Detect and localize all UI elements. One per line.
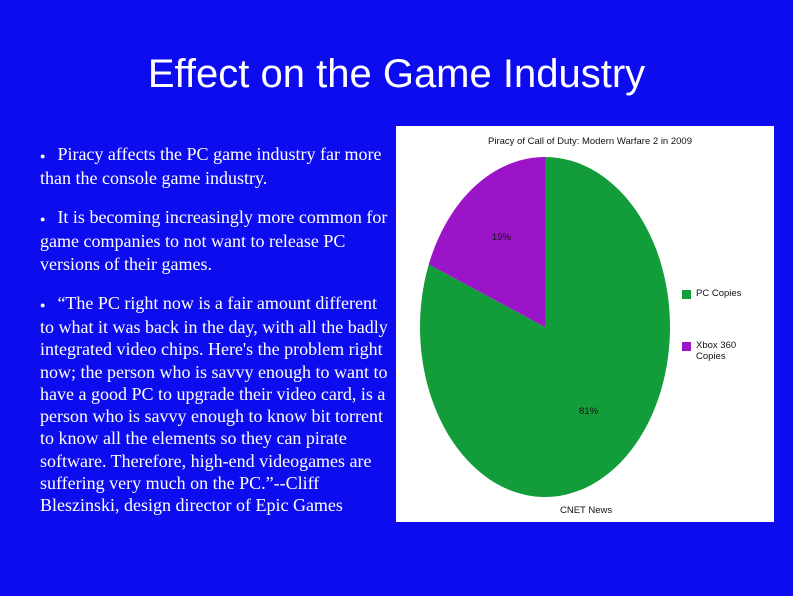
bullet: Piracy affects the PC game industry far … [40, 143, 392, 189]
data-label: 81% [579, 406, 599, 417]
pie-slice [428, 157, 545, 327]
slide-title: Effect on the Game Industry [147, 52, 646, 96]
chart-source: CNET News [560, 505, 613, 516]
data-label: 19% [492, 232, 512, 243]
pie-chart: 81% 19% [420, 157, 670, 498]
legend-item: Xbox 360 Copies [682, 340, 756, 362]
legend-item: PC Copies [682, 288, 756, 299]
chart-title: Piracy of Call of Duty: Modern Warfare 2… [488, 136, 692, 147]
bullet: It is becoming increasingly more common … [40, 206, 392, 275]
pie-slice [420, 157, 670, 498]
legend-swatch [682, 290, 691, 299]
bullet: “The PC right now is a fair amount diffe… [40, 292, 392, 517]
legend-label: Xbox 360 Copies [696, 340, 737, 362]
bullet-list: Piracy affects the PC game industry far … [40, 143, 392, 534]
legend-label: PC Copies [696, 288, 742, 299]
legend-swatch [682, 342, 691, 351]
chart-panel: 81% 19% Piracy of Call of Duty: Modern Wa… [396, 126, 774, 522]
